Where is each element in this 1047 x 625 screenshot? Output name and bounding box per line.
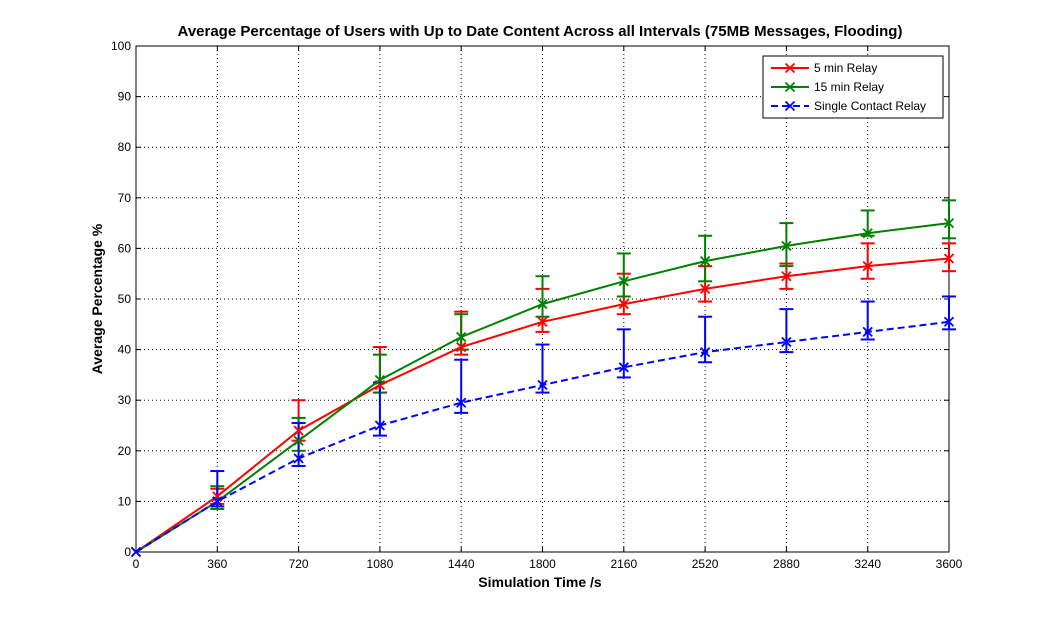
y-tick-label: 50 <box>118 292 132 306</box>
y-tick-label: 90 <box>118 90 132 104</box>
x-axis-label: Simulation Time /s <box>478 574 602 590</box>
15-min-relay-data-point <box>781 240 792 252</box>
15-min-relay-data-point <box>374 374 386 386</box>
5-min-relay-error-bar <box>860 242 875 280</box>
x-tick-label: 2160 <box>610 557 637 571</box>
15-min-relay-error-bar <box>698 234 713 283</box>
y-tick-label: 70 <box>118 191 132 205</box>
y-tick-label: 20 <box>118 444 132 458</box>
x-tick-label: 360 <box>207 557 227 571</box>
x-tick-label: 0 <box>133 557 140 571</box>
15-min-relay-data-point <box>862 228 873 239</box>
y-tick-label: 10 <box>118 494 132 508</box>
y-tick-label: 0 <box>124 545 131 559</box>
single-contact-relay-error-bar <box>616 328 631 379</box>
legend-item-single-contact-relay: Single Contact Relay <box>771 99 926 113</box>
x-tick-label: 3600 <box>936 557 963 571</box>
x-tick-label: 3240 <box>854 557 881 571</box>
x-tick-label: 1080 <box>367 557 394 571</box>
y-tick-label: 30 <box>118 393 132 407</box>
series-lines <box>130 217 955 558</box>
single-contact-relay-data-point <box>537 379 548 391</box>
y-tick-label: 40 <box>118 343 132 357</box>
single-contact-relay-error-bar <box>779 308 794 354</box>
error-bars <box>210 199 956 510</box>
single-contact-relay-data-point <box>293 453 304 464</box>
15-min-relay-error-bar <box>535 275 550 318</box>
x-tick-label: 2880 <box>773 557 800 571</box>
x-tick-label: 720 <box>289 557 309 571</box>
y-tick-label: 100 <box>111 39 131 53</box>
single-contact-relay-data-point <box>618 362 629 373</box>
single-contact-relay-data-point <box>699 346 711 358</box>
axis-ticks: 0 360 720 1080 1440 1800 2160 2520 2880 3240 36000… <box>111 39 963 571</box>
x-tick-label: 1800 <box>529 557 556 571</box>
single-contact-relay-error-bar <box>942 295 956 331</box>
5-min-relay-data-point <box>699 283 711 295</box>
single-contact-relay-data-point <box>374 420 386 431</box>
legend-label: 15 min Relay <box>814 80 884 94</box>
x-tick-label: 2520 <box>692 557 719 571</box>
y-tick-label: 60 <box>118 241 132 255</box>
15-min-relay-data-point <box>618 276 629 287</box>
15-min-relay-error-bar <box>616 252 631 298</box>
y-tick-label: 80 <box>118 140 132 154</box>
single-contact-relay-data-point <box>130 546 142 558</box>
legend-label: 5 min Relay <box>814 61 877 75</box>
15-min-relay-data-point <box>699 255 711 267</box>
single-contact-relay-error-bar <box>698 315 713 364</box>
5-min-relay-data-point <box>862 260 873 272</box>
15-min-relay-data-point <box>456 331 467 343</box>
single-contact-relay-data-point <box>943 316 955 327</box>
single-contact-relay-data-point <box>212 496 223 507</box>
15-min-relay-error-bar <box>860 209 875 237</box>
x-tick-label: 1440 <box>448 557 475 571</box>
legend-label: Single Contact Relay <box>814 99 926 113</box>
5-min-relay-data-point <box>618 298 629 310</box>
y-axis-label: Average Percentage % <box>89 223 105 374</box>
5-min-relay-data-point <box>781 271 792 282</box>
15-min-relay-data-point <box>537 298 548 310</box>
15-min-relay-error-bar <box>942 199 956 240</box>
legend: 5 min Relay 15 min Relay Single Contact Re… <box>762 55 944 119</box>
legend-item-5-min-relay: 5 min Relay <box>771 61 877 75</box>
5-min-relay-data-point <box>537 316 548 327</box>
5-min-relay-data-point <box>943 253 955 264</box>
legend-item-15-min-relay: 15 min Relay <box>771 80 884 94</box>
chart-title: Average Percentage of Users with Up to D… <box>178 23 903 40</box>
15-min-relay-data-point <box>943 217 955 229</box>
single-contact-relay-data-point <box>862 326 873 338</box>
single-contact-relay-data-point <box>456 397 467 408</box>
single-contact-relay-data-point <box>781 336 792 348</box>
5-min-relay-data-point <box>293 425 304 436</box>
15-min-relay-data-point <box>293 435 304 446</box>
5-min-relay-data-point <box>456 341 467 353</box>
